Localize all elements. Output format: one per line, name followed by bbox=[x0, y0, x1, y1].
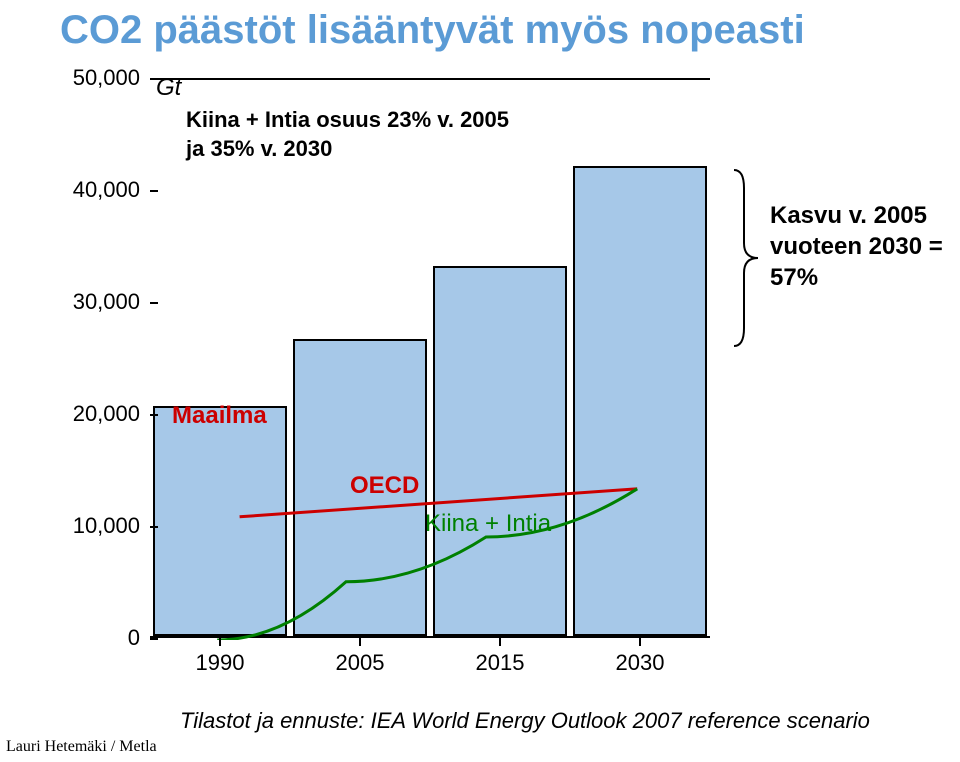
bar bbox=[153, 406, 287, 636]
source-note: Tilastot ja ennuste: IEA World Energy Ou… bbox=[180, 708, 870, 734]
chart: MaailmaOECDKiina + IntiaGt Kiina + Intia… bbox=[30, 78, 730, 678]
y-tick: 10,000 bbox=[30, 513, 140, 539]
plot-area: MaailmaOECDKiina + IntiaGt Kiina + Intia… bbox=[150, 78, 710, 638]
y-tick: 40,000 bbox=[30, 177, 140, 203]
chart-subtitle: Kiina + Intia osuus 23% v. 2005 ja 35% v… bbox=[186, 106, 509, 163]
brace-icon bbox=[732, 168, 762, 348]
growth-l3: 57% bbox=[770, 264, 818, 291]
title-sub: 2 bbox=[120, 8, 142, 52]
y-tick: 0 bbox=[30, 625, 140, 651]
x-tick bbox=[359, 638, 361, 646]
title-rest: päästöt lisääntyvät myös nopeasti bbox=[142, 8, 804, 52]
bar bbox=[433, 266, 567, 636]
y-tick: 30,000 bbox=[30, 289, 140, 315]
y-unit-label: Gt bbox=[156, 74, 181, 102]
x-tick bbox=[499, 638, 501, 646]
maailma-label: Maailma bbox=[172, 402, 267, 430]
x-label: 2005 bbox=[336, 650, 385, 676]
oecd-label: OECD bbox=[350, 472, 419, 500]
y-tick: 50,000 bbox=[30, 65, 140, 91]
author-note: Lauri Hetemäki / Metla bbox=[6, 738, 157, 756]
x-label: 1990 bbox=[196, 650, 245, 676]
bar bbox=[573, 166, 707, 636]
x-label: 2015 bbox=[476, 650, 525, 676]
growth-brace bbox=[732, 168, 762, 348]
y-tick: 20,000 bbox=[30, 401, 140, 427]
title-prefix: CO bbox=[60, 8, 120, 52]
kiina-intia-label: Kiina + Intia bbox=[425, 510, 551, 538]
subtitle-l2: ja 35% v. 2030 bbox=[186, 136, 332, 161]
x-tick bbox=[639, 638, 641, 646]
growth-l2: vuoteen 2030 = bbox=[770, 233, 943, 260]
growth-note: Kasvu v. 2005 vuoteen 2030 = 57% bbox=[770, 200, 943, 294]
growth-l1: Kasvu v. 2005 bbox=[770, 202, 927, 229]
x-label: 2030 bbox=[616, 650, 665, 676]
x-tick bbox=[219, 638, 221, 646]
page-title: CO2 päästöt lisääntyvät myös nopeasti bbox=[60, 8, 805, 53]
subtitle-l1: Kiina + Intia osuus 23% v. 2005 bbox=[186, 107, 509, 132]
